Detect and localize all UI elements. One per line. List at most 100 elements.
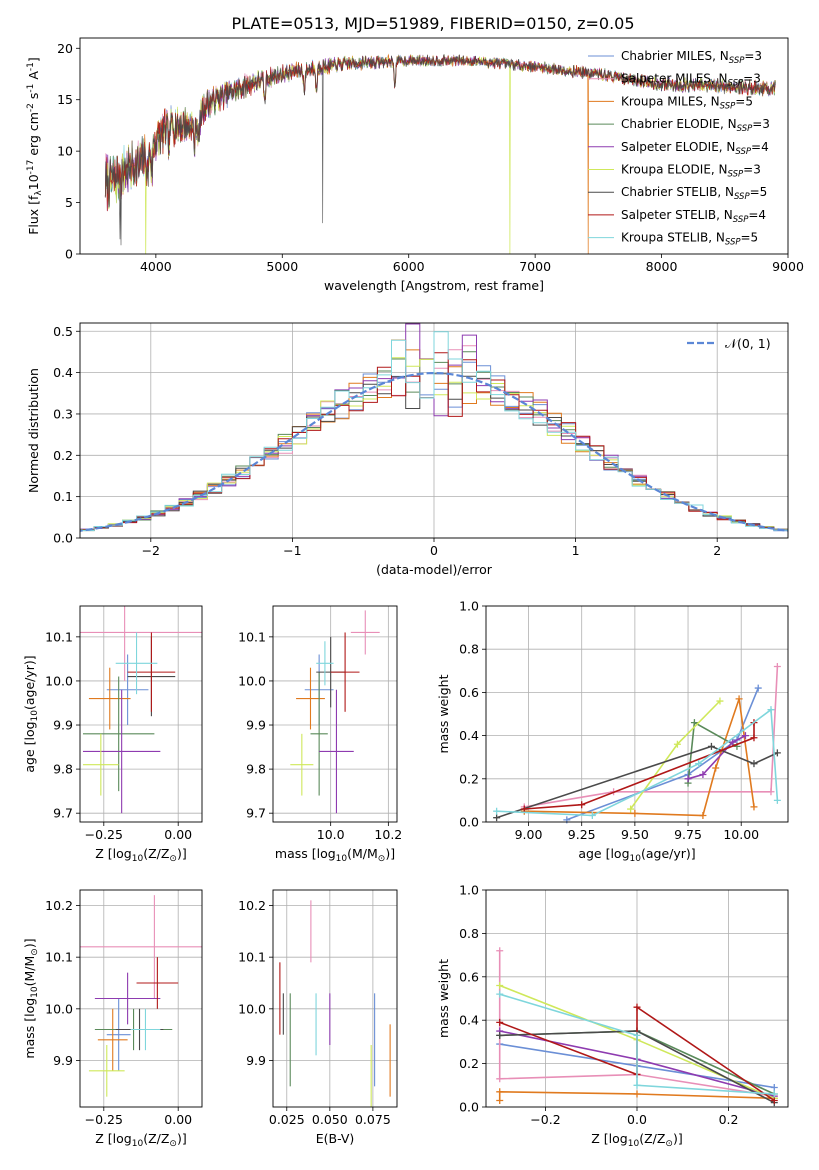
weight-marker-series-2: [496, 1075, 504, 1083]
weight-lines: [496, 947, 778, 1107]
x-tick-label: 6000: [393, 259, 425, 274]
panel-z-vs-age: −0.25 0.00 9.7 9.8 9.9 10.0 10.1 Z [log10(Z/Z⊙)…: [22, 605, 203, 864]
y-tick-label: 9.9: [246, 1053, 266, 1068]
x-tick-label: 0.0: [627, 1112, 647, 1127]
y-tick-label: 0.4: [459, 1013, 479, 1028]
legend-label: Salpeter ELODIE, NSSP=4: [621, 140, 769, 157]
y-tick-label: 10.0: [238, 1001, 266, 1016]
y-tick-label: 0.4: [53, 365, 73, 380]
x-tick-label: 0.00: [164, 827, 192, 842]
weight-marker-series-3: [496, 1088, 504, 1096]
plot-background: [80, 606, 202, 822]
y-axis-label: age [log10(age/yr)]: [22, 655, 40, 772]
weight-line-series-5: [687, 734, 746, 780]
y-tick-label: 1.0: [459, 599, 479, 614]
plot-frame: [79, 37, 789, 255]
y-tick-label: 10.0: [45, 1001, 73, 1016]
y-tick-label: 9.7: [246, 806, 266, 821]
plot-frame: [485, 605, 789, 823]
y-tick-label: 10.1: [45, 629, 73, 644]
plot-frame: [79, 605, 203, 823]
y-tick-label: 9.8: [53, 762, 73, 777]
panel-residuals: −2 −1 0 1 2 0.0 0.1 0.2 0.3 0.4 0.5 (data-model)/er…: [26, 322, 789, 577]
y-tick-label: 0.0: [459, 815, 479, 830]
legend-label: Chabrier STELIB, NSSP=5: [621, 185, 767, 202]
weight-line-series-9: [499, 993, 775, 1095]
panel-z-vs-mass: −0.25 0.00 9.9 10.0 10.1 10.2 Z [log10(Z/Z⊙)] m…: [22, 889, 203, 1149]
weight-marker-series-2: [496, 947, 504, 955]
panel-z-weights: −0.2 0.0 0.2 0.0 0.2 0.4 0.6 0.8 1.0 Z [log10(Z/Z…: [436, 883, 789, 1149]
histogram-series-9: [80, 331, 788, 533]
errorbars: [80, 895, 202, 1097]
y-tick-label: 10.1: [238, 950, 266, 965]
weight-marker-series-7: [496, 1031, 504, 1039]
plot-background: [486, 606, 788, 822]
weight-line-series-2: [498, 950, 775, 1097]
y-tick-label: 0.0: [53, 531, 73, 546]
plot-frame: [272, 605, 398, 823]
panel-age-weights: 9.00 9.25 9.50 9.75 10.00 0.0 0.2 0.4 0.6 0.8 1.0 a…: [436, 599, 789, 864]
weight-marker-series-5: [729, 738, 737, 746]
x-tick-label: 10.0: [317, 827, 345, 842]
y-tick-label: 0.8: [459, 642, 479, 657]
x-tick-label: 0.2: [719, 1112, 739, 1127]
y-tick-label: 0.2: [53, 448, 73, 463]
legend-label: Kroupa ELODIE, NSSP=3: [621, 163, 761, 180]
y-tick-label: 0.0: [459, 1100, 479, 1115]
weight-marker-series-5: [684, 775, 692, 783]
weight-marker-series-1: [770, 1083, 778, 1091]
x-tick-label: 0.00: [164, 1112, 192, 1127]
x-tick-label: 0.075: [355, 1112, 391, 1127]
weight-marker-series-3: [750, 803, 758, 811]
weight-marker-series-5: [699, 770, 707, 778]
x-axis-label: E(B-V): [316, 1131, 355, 1146]
weight-marker-series-7: [773, 749, 781, 757]
weight-line-series-3: [498, 1090, 775, 1101]
weight-line-series-1: [566, 687, 759, 821]
weight-marker-series-8: [578, 801, 586, 809]
x-tick-label: 1: [572, 543, 580, 558]
weight-marker-series-8: [633, 1003, 641, 1011]
y-axis-label: Flux [fλ10-17 erg cm-2 s-1 A-1]: [26, 57, 44, 235]
x-tick-label: 10.2: [374, 827, 402, 842]
weight-marker-series-9: [773, 796, 781, 804]
x-tick-label: 8000: [646, 259, 678, 274]
y-tick-label: 0.2: [459, 771, 479, 786]
weight-marker-series-8: [520, 805, 528, 813]
plot-frame: [79, 889, 203, 1108]
plot-frame: [272, 889, 398, 1108]
x-tick-label: −1: [283, 543, 301, 558]
y-tick-label: 9.9: [246, 718, 266, 733]
x-axis-label: age [log10(age/yr)]: [578, 846, 695, 864]
x-axis-label: Z [log10(Z/Z⊙)]: [95, 1131, 186, 1149]
x-axis-label: mass [log10(M/M⊙)]: [275, 846, 395, 864]
x-axis-label: Z [log10(Z/Z⊙)]: [591, 1131, 682, 1149]
weight-lines: [493, 662, 781, 824]
panel-spectrum: 4000 5000 6000 7000 8000 9000 0 5 10 15 20 waveleng…: [26, 37, 804, 293]
x-tick-label: −2: [142, 543, 160, 558]
weight-marker-series-9: [493, 807, 501, 815]
weight-marker-series-3: [496, 1096, 504, 1104]
y-axis-label: mass weight: [436, 674, 451, 753]
plot-background: [273, 606, 397, 822]
weight-marker-series-1: [754, 684, 762, 692]
weight-marker-series-8: [770, 1096, 778, 1104]
y-tick-label: 0.8: [459, 926, 479, 941]
weight-marker-series-8: [496, 1018, 504, 1026]
y-tick-label: 10: [57, 144, 73, 159]
y-tick-label: 10.0: [238, 673, 266, 688]
x-tick-label: 9.25: [568, 827, 596, 842]
weight-marker-series-9: [767, 706, 775, 714]
histograms: [80, 323, 788, 533]
weight-line-series-7: [496, 745, 778, 819]
legend-label: Salpeter MILES, NSSP=3: [621, 72, 761, 89]
panel-ebv-vs-mass: 0.025 0.050 0.075 9.9 10.0 10.1 10.2 E(B-V): [238, 889, 398, 1146]
legend-label: Kroupa MILES, NSSP=5: [621, 94, 753, 111]
weight-line-series-2: [524, 666, 779, 808]
weight-marker-series-2: [773, 662, 781, 670]
weight-marker-series-3: [699, 812, 707, 820]
weight-marker-series-7: [493, 814, 501, 822]
panel-mass-vs-age: 10.0 10.2 9.7 9.8 9.9 10.0 10.1 mass [log10(M/M…: [238, 605, 402, 864]
weight-marker-series-6: [716, 697, 724, 705]
spectrum-lines: [104, 53, 776, 254]
